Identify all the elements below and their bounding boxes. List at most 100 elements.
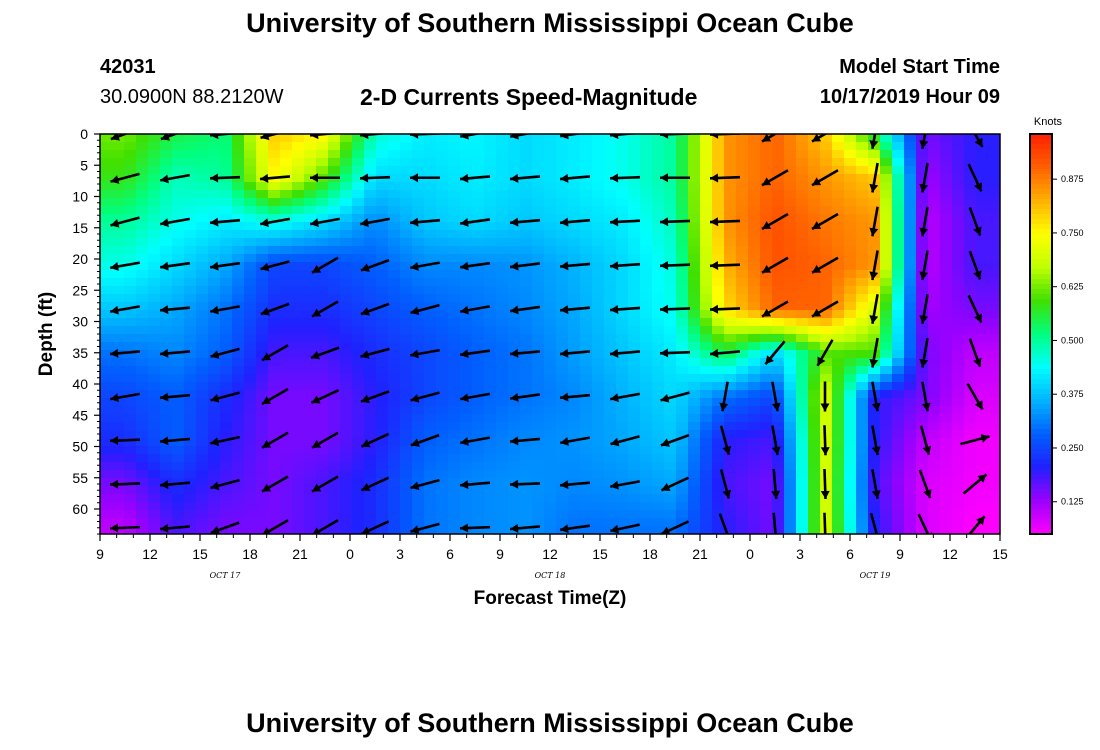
- heatmap-cell: [676, 166, 689, 175]
- heatmap-cell: [448, 238, 461, 247]
- heatmap-cell: [784, 134, 797, 143]
- heatmap-cell: [880, 182, 893, 191]
- heatmap-cell: [772, 222, 785, 231]
- heatmap-cell: [844, 526, 857, 534]
- colorbar-segment: [1030, 314, 1052, 320]
- heatmap-cell: [448, 510, 461, 519]
- heatmap-cell: [700, 470, 713, 479]
- heatmap-cell: [520, 230, 533, 239]
- heatmap-cell: [388, 390, 401, 399]
- heatmap-cell: [160, 454, 173, 463]
- heatmap-cell: [256, 230, 269, 239]
- heatmap-cell: [100, 326, 113, 335]
- heatmap-cell: [304, 438, 317, 447]
- heatmap-cell: [124, 198, 137, 207]
- heatmap-cell: [316, 158, 329, 167]
- heatmap-cell: [100, 430, 113, 439]
- heatmap-cell: [232, 142, 245, 151]
- heatmap-cell: [292, 134, 305, 143]
- heatmap-cell: [712, 134, 725, 143]
- heatmap-cell: [892, 158, 905, 167]
- heatmap-cell: [544, 502, 557, 511]
- current-vector: [871, 469, 881, 499]
- heatmap-cell: [952, 342, 965, 351]
- heatmap-cell: [964, 350, 977, 359]
- heatmap-cell: [112, 486, 125, 495]
- heatmap-cell: [748, 406, 761, 415]
- heatmap-cell: [520, 422, 533, 431]
- heatmap-cell: [988, 222, 1000, 231]
- heatmap-cell: [760, 486, 773, 495]
- heatmap-cell: [472, 374, 485, 383]
- heatmap-cell: [460, 374, 473, 383]
- heatmap-cell: [904, 302, 917, 311]
- heatmap-cell: [592, 502, 605, 511]
- heatmap-cell: [220, 502, 233, 511]
- heatmap-cell: [712, 222, 725, 231]
- heatmap-cell: [784, 262, 797, 271]
- heatmap-cell: [352, 462, 365, 471]
- heatmap-cell: [964, 302, 977, 311]
- heatmap-cell: [112, 326, 125, 335]
- heatmap-cell: [700, 358, 713, 367]
- heatmap-cell: [676, 430, 689, 439]
- heatmap-cell: [892, 198, 905, 207]
- heatmap-cell: [832, 238, 845, 247]
- heatmap-cell: [220, 246, 233, 255]
- heatmap-cell: [112, 246, 125, 255]
- heatmap-cell: [832, 414, 845, 423]
- heatmap-cell: [688, 334, 701, 343]
- heatmap-cell: [796, 366, 809, 375]
- heatmap-cell: [964, 150, 977, 159]
- y-tick-label: 15: [72, 220, 88, 236]
- heatmap-cell: [328, 198, 341, 207]
- heatmap-cell: [952, 454, 965, 463]
- heatmap-cell: [256, 270, 269, 279]
- heatmap-cell: [664, 358, 677, 367]
- heatmap-cell: [820, 510, 833, 519]
- heatmap-cell: [988, 366, 1000, 375]
- heatmap-cell: [112, 502, 125, 511]
- heatmap-cell: [616, 494, 629, 503]
- heatmap-cell: [592, 286, 605, 295]
- model-start-value: 10/17/2019 Hour 09: [819, 86, 1000, 108]
- heatmap-cell: [988, 254, 1000, 263]
- heatmap-cell: [580, 518, 593, 527]
- heatmap-cell: [652, 318, 665, 327]
- heatmap-cell: [184, 398, 197, 407]
- heatmap-cell: [712, 302, 725, 311]
- heatmap-cell: [928, 358, 941, 367]
- heatmap-cell: [304, 334, 317, 343]
- heatmap-cell: [316, 166, 329, 175]
- heatmap-cell: [484, 246, 497, 255]
- heatmap-cell: [352, 166, 365, 175]
- current-vector: [110, 134, 129, 141]
- heatmap-cell: [328, 406, 341, 415]
- heatmap-cell: [376, 134, 389, 143]
- heatmap-cell: [556, 494, 569, 503]
- heatmap-cell: [244, 462, 257, 471]
- heatmap-cell: [148, 494, 161, 503]
- heatmap-cell: [484, 302, 497, 311]
- heatmap-cell: [148, 318, 161, 327]
- heatmap-cell: [988, 502, 1000, 511]
- heatmap-cell: [280, 230, 293, 239]
- heatmap-cell: [796, 214, 809, 223]
- heatmap-cell: [748, 262, 761, 271]
- heatmap-cell: [724, 206, 737, 215]
- heatmap-cell: [700, 158, 713, 167]
- heatmap-cell: [976, 278, 989, 287]
- current-vector: [210, 347, 240, 359]
- current-vector: [510, 134, 533, 140]
- heatmap-cell: [604, 294, 617, 303]
- heatmap-cell: [448, 446, 461, 455]
- heatmap-cell: [172, 302, 185, 311]
- heatmap-cell: [664, 254, 677, 263]
- heatmap-cell: [964, 246, 977, 255]
- heatmap-cell: [664, 510, 677, 519]
- heatmap-cell: [700, 246, 713, 255]
- heatmap-cell: [100, 278, 113, 287]
- heatmap-cell: [964, 486, 977, 495]
- heatmap-cell: [436, 438, 449, 447]
- heatmap-cell: [460, 422, 473, 431]
